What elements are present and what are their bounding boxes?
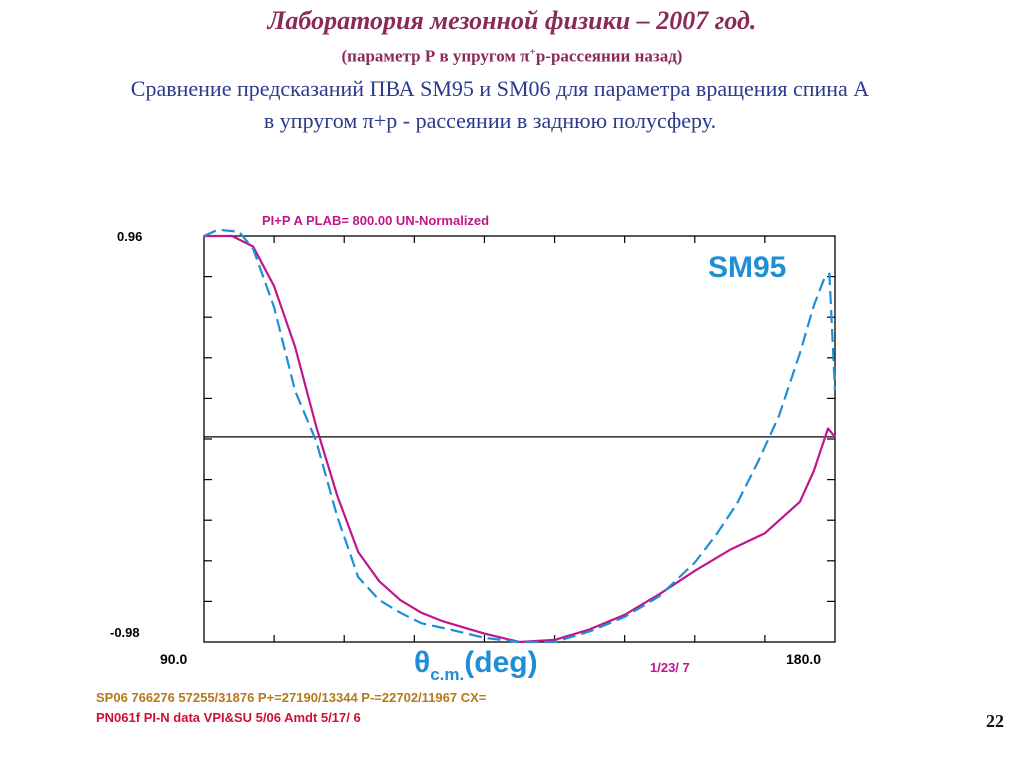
y-tick-bottom: -0.98 bbox=[110, 625, 140, 640]
chart-title: PI+P A PLAB= 800.00 UN-Normalized bbox=[262, 213, 489, 228]
slide-subtitle: (параметр Р в упругом π+p-рассеянии наза… bbox=[0, 46, 1024, 67]
description-line-2: в упругом π+p - рассеянии в заднюю полус… bbox=[263, 108, 717, 133]
chart-footer-1: SP06 766276 57255/31876 P+=27190/13344 P… bbox=[96, 690, 487, 705]
chart-date: 1/23/ 7 bbox=[650, 660, 690, 675]
description-line-1: Сравнение предсказаний ПВА SM95 и SM06 д… bbox=[130, 76, 870, 101]
subtitle-prefix: (параметр Р в упругом bbox=[341, 46, 521, 66]
x-tick-left: 90.0 bbox=[160, 651, 187, 667]
series-sm06-line bbox=[204, 234, 836, 644]
series-sm95-line bbox=[203, 228, 837, 644]
subtitle-pi: π bbox=[520, 46, 530, 66]
chart-footer-2: PN061f PI-N data VPI&SU 5/06 Amdt 5/17/ … bbox=[96, 710, 361, 725]
x-axis-theta: θ bbox=[414, 646, 430, 679]
plot-frame bbox=[203, 235, 836, 643]
page-number: 22 bbox=[986, 711, 1004, 731]
sm95-annotation: SM95 bbox=[708, 251, 786, 284]
x-axis-label: θc.m.(deg) bbox=[414, 646, 538, 684]
y-tick-top: 0.96 bbox=[117, 229, 142, 244]
x-axis-unit: (deg) bbox=[464, 646, 537, 679]
subtitle-rest: p-рассеянии назад) bbox=[535, 46, 683, 66]
x-axis-subscript: c.m. bbox=[430, 665, 464, 684]
slide-title: Лаборатория мезонной физики – 2007 год. bbox=[267, 6, 757, 35]
x-tick-right: 180.0 bbox=[786, 651, 821, 667]
subtitle-sup: + bbox=[529, 46, 536, 58]
